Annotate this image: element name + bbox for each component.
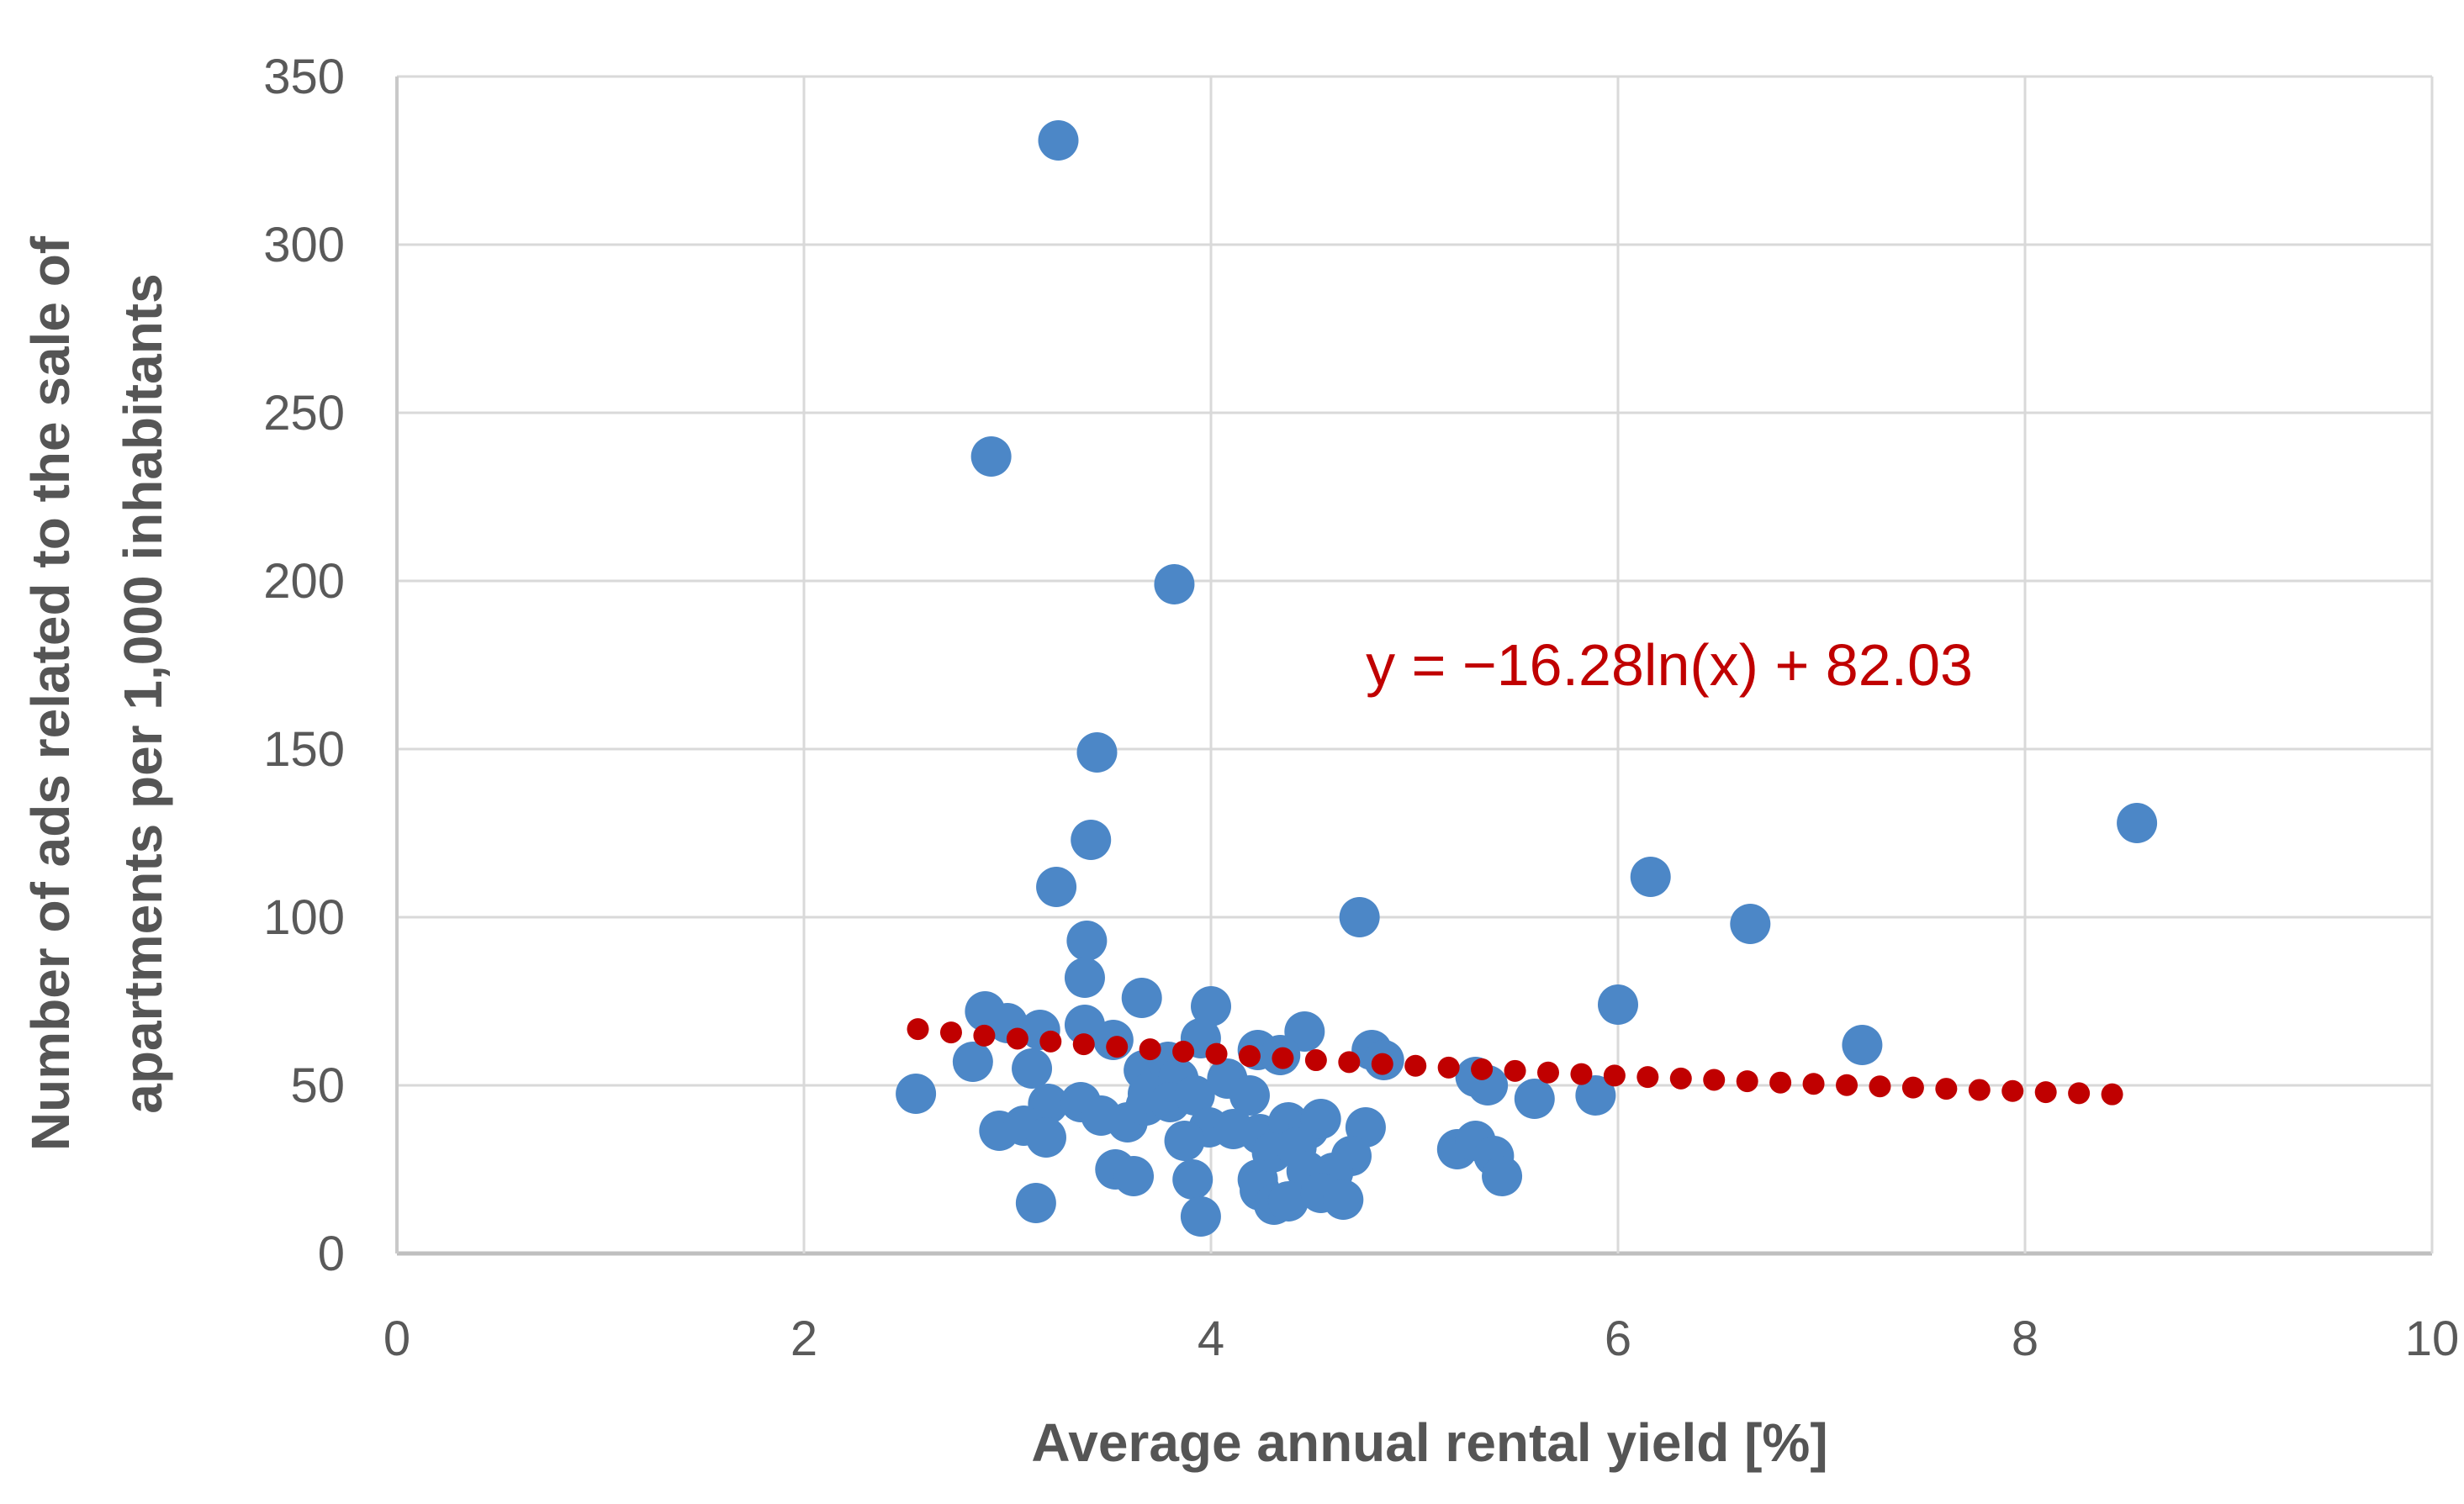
y-tick-label: 250 bbox=[263, 386, 345, 441]
scatter-point bbox=[1630, 857, 1671, 897]
scatter-point bbox=[1121, 978, 1162, 1018]
trendline-dot bbox=[1471, 1058, 1494, 1080]
trendline-dot bbox=[1769, 1071, 1792, 1094]
trendline-dot bbox=[1536, 1061, 1559, 1084]
trendline-dot bbox=[1736, 1070, 1758, 1093]
y-axis-title-line1: Number of ads related to the sale of bbox=[20, 235, 81, 1151]
trendline-dot bbox=[1072, 1033, 1095, 1056]
trendline-dot bbox=[1935, 1078, 1958, 1100]
scatter-point bbox=[1071, 820, 1112, 860]
trendline-dot bbox=[1869, 1075, 1891, 1098]
x-tick-label: 4 bbox=[1198, 1311, 1224, 1366]
x-tick-label: 10 bbox=[2405, 1311, 2460, 1366]
trendline-dot bbox=[1371, 1053, 1393, 1075]
trendline-dot bbox=[1238, 1045, 1261, 1068]
trendline-dot bbox=[1636, 1066, 1659, 1089]
scatter-points bbox=[896, 120, 2158, 1237]
x-tick-label: 8 bbox=[2012, 1311, 2038, 1366]
scatter-point bbox=[896, 1074, 937, 1114]
scatter-point bbox=[1038, 120, 1079, 161]
scatter-point bbox=[1598, 984, 1638, 1025]
x-tick-label: 2 bbox=[790, 1311, 817, 1366]
scatter-point bbox=[1323, 1179, 1364, 1220]
scatter-point bbox=[1267, 1181, 1309, 1222]
scatter-point bbox=[1113, 1156, 1155, 1196]
scatter-point bbox=[1015, 1183, 1056, 1223]
trendline-dot bbox=[1802, 1073, 1825, 1095]
trendline-dot bbox=[1901, 1076, 1924, 1099]
scatter-point bbox=[1025, 1117, 1066, 1158]
scatter-point bbox=[1842, 1025, 1883, 1065]
trendline-dot bbox=[973, 1024, 996, 1047]
scatter-point bbox=[1339, 897, 1380, 937]
scatter-point bbox=[1174, 1075, 1215, 1116]
trendline-dot bbox=[1968, 1079, 1991, 1101]
trendline-dot bbox=[1304, 1049, 1327, 1072]
trendline-equation-label: y = −16.28ln(x) + 82.03 bbox=[1366, 632, 1973, 698]
y-axis-title-line2: apartments per 1,000 inhabitants bbox=[113, 273, 173, 1113]
trendline-dot bbox=[1172, 1040, 1195, 1063]
trendline-dot bbox=[1338, 1051, 1361, 1074]
scatter-point bbox=[1300, 1099, 1341, 1139]
trendline-dot bbox=[2034, 1081, 2057, 1104]
scatter-point bbox=[1575, 1075, 1616, 1116]
y-tick-label: 200 bbox=[263, 554, 345, 609]
gridlines bbox=[395, 75, 2434, 1256]
y-tick-label: 50 bbox=[290, 1058, 345, 1113]
trendline-dot bbox=[1570, 1063, 1593, 1085]
scatter-point bbox=[1730, 904, 1771, 944]
trendline-dot bbox=[1139, 1038, 1161, 1061]
trendline-dot bbox=[1669, 1067, 1692, 1090]
scatter-point bbox=[1064, 958, 1105, 998]
trendline-dot bbox=[1836, 1074, 1859, 1096]
scatter-point bbox=[1180, 1196, 1221, 1237]
trendline-dot bbox=[939, 1021, 962, 1044]
trendline-dot bbox=[1404, 1054, 1427, 1077]
scatter-point bbox=[952, 1042, 993, 1082]
scatter-point bbox=[970, 436, 1012, 477]
y-tick-label: 0 bbox=[318, 1227, 345, 1281]
trendline-dot bbox=[2101, 1083, 2123, 1106]
trendline-dot bbox=[1504, 1059, 1526, 1082]
y-tick-label: 150 bbox=[263, 722, 345, 777]
scatter-point bbox=[1514, 1079, 1555, 1119]
scatter-point bbox=[1012, 1048, 1053, 1089]
y-tick-label: 100 bbox=[263, 890, 345, 945]
scatter-point bbox=[1076, 732, 1118, 773]
scatter-point bbox=[1191, 986, 1231, 1026]
scatter-point bbox=[1482, 1156, 1523, 1196]
scatter-point bbox=[1229, 1075, 1270, 1116]
scatter-point bbox=[1172, 1159, 1213, 1200]
x-axis-title: Average annual rental yield [%] bbox=[1031, 1412, 1827, 1473]
scatter-point bbox=[1154, 564, 1195, 604]
y-tick-label: 350 bbox=[263, 50, 345, 104]
scatter-point bbox=[1066, 921, 1108, 961]
trendline-dot bbox=[1603, 1064, 1626, 1087]
trendline-dot bbox=[907, 1018, 929, 1041]
x-tick-label: 0 bbox=[383, 1311, 410, 1366]
trendline-dot bbox=[2068, 1082, 2091, 1105]
trendline-dot bbox=[1006, 1027, 1028, 1050]
trendline-dot bbox=[1437, 1056, 1460, 1079]
trendline-dot bbox=[2001, 1079, 2024, 1102]
trendline-dot bbox=[1272, 1047, 1294, 1069]
trendline-dot bbox=[1039, 1030, 1062, 1053]
trendline-dot bbox=[1205, 1042, 1228, 1065]
scatter-point bbox=[1164, 1121, 1205, 1161]
y-tick-label: 300 bbox=[263, 218, 345, 272]
trendline-dots bbox=[907, 1018, 2123, 1106]
x-tick-label: 6 bbox=[1605, 1311, 1631, 1366]
scatter-point bbox=[1036, 867, 1077, 907]
trendline-dot bbox=[1106, 1036, 1129, 1058]
scatter-point bbox=[2117, 803, 2158, 843]
trendline-dot bbox=[1703, 1069, 1726, 1091]
